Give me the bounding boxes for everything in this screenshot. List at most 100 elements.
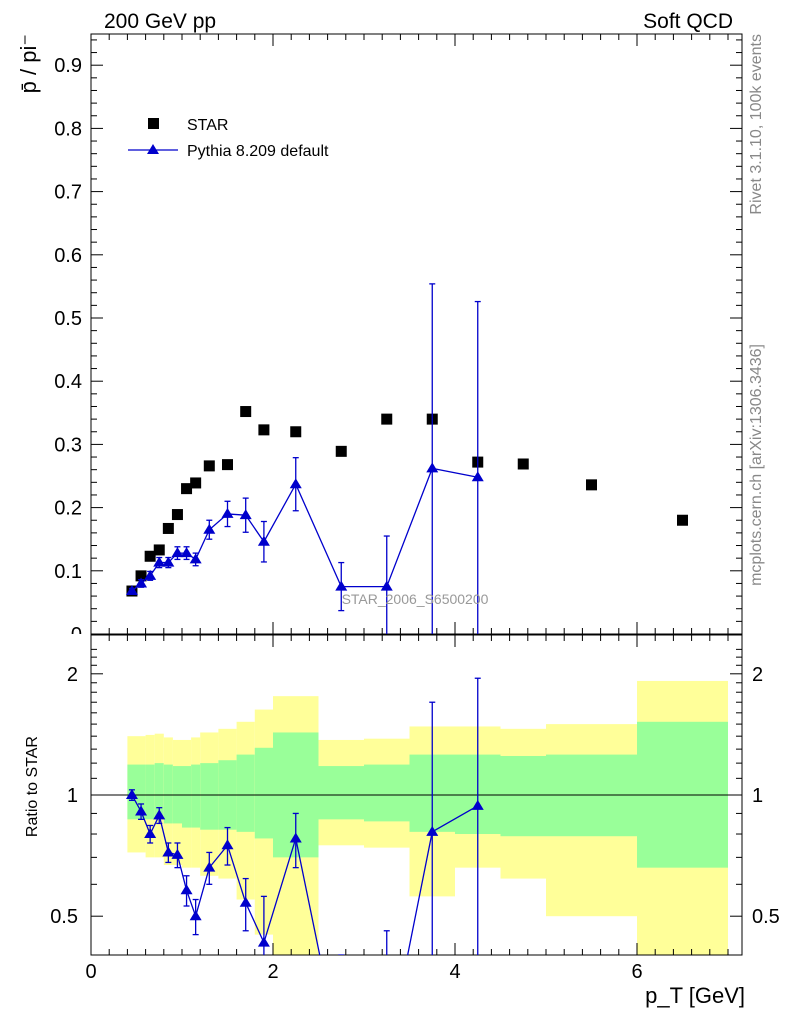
x-axis-label: p_T [GeV] [645,983,745,1008]
pythia-ratio-point [239,896,252,907]
star-data-point [335,445,347,457]
pythia-data-point [203,523,216,534]
main-y-axis-label: p̄ / pi⁻ [16,34,41,93]
pythia-ratio-point [257,936,270,947]
star-data-point [381,413,393,425]
main-y-tick-label: 0.6 [54,245,82,267]
x-tick-label: 0 [85,961,96,983]
legend-pythia-label: Pythia 8.209 default [187,143,329,160]
star-data-point [517,458,529,470]
pythia-data-point [162,556,175,567]
pythia-ratio-point [426,825,439,836]
ratio-band-inner [318,766,364,820]
star-data-point [162,522,174,534]
ratio-band-inner [136,764,146,820]
x-tick-label: 6 [631,961,642,983]
main-y-tick-label: 0.7 [54,182,82,204]
star-data-point [222,459,233,471]
main-plot-area [90,33,743,635]
rivet-label: Rivet 3.1.10, 100k events [748,34,765,215]
pythia-ratio-point [171,848,184,859]
ratio-band-inner [154,763,164,820]
x-tick-label: 2 [267,961,278,983]
main-panel-series [125,283,688,634]
main-y-tick-label: 0.2 [54,498,82,520]
pythia-data-point [471,471,484,482]
legend-star-label: STAR [187,117,228,134]
pythia-ratio-point [125,789,138,799]
star-data-point [586,479,597,491]
ratio-panel-series [125,677,484,955]
main-y-tick-label: 0.8 [54,118,82,140]
pythia-ratio-point [144,828,157,839]
pythia-data-point [289,478,302,489]
pythia-ratio-point [203,861,216,872]
analysis-watermark: STAR_2006_S6500200 [342,591,489,607]
pythia-data-point [135,577,148,588]
ratio-band-inner [145,764,155,820]
mcplots-label: mcplots.cern.ch [arXiv:1306.3436] [748,344,765,586]
main-y-tick-label: 0.4 [54,371,82,393]
ratio-uncertainty-bands [127,680,728,955]
pythia-data-point [180,547,193,558]
star-data-point [190,477,202,489]
x-tick-label: 4 [449,961,460,983]
pythia-ratio-point [471,799,484,810]
pythia-data-point [426,462,439,473]
ratio-y-tick-label-right: 1 [752,785,763,807]
star-data-point [171,509,183,521]
ratio-band-inner [364,764,410,822]
ratio-y-tick-label-right: 2 [752,664,763,686]
ratio-band-inner [236,754,255,832]
pythia-ratio-point [180,884,193,895]
pythia-data-point [153,556,166,567]
ratio-band-inner [200,763,219,830]
ratio-y-tick-label: 2 [67,664,78,686]
ratio-series-group [125,677,484,955]
pythia-ratio-point [289,832,302,843]
pythia-data-point [221,507,234,518]
ratio-y-tick-label: 1 [67,785,78,807]
ratio-band-inner [163,764,173,824]
main-y-tick-label: 0 [71,624,82,646]
pythia-data-point [380,580,393,591]
pythia-data-point [257,535,270,546]
energy-label: 200 GeV pp [104,10,216,33]
legend-star-marker [148,118,159,129]
pythia-data-point [189,553,202,564]
pythia-ratio-point [135,805,148,816]
main-y-tick-label: 0.9 [54,55,82,77]
ratio-band-inner [182,766,192,828]
star-data-point [153,544,165,556]
pythia-ratio-point [162,846,175,857]
star-data-point [258,424,270,436]
legend-pythia-marker [147,144,159,154]
star-data-point [240,406,252,418]
star-data-point [203,460,215,472]
main-y-tick-label: 0.1 [54,561,82,583]
main-y-tick-label: 0.3 [54,434,82,456]
pythia-data-point [144,569,157,580]
pythia-data-point [171,547,184,558]
pythia-data-point [239,509,252,520]
pythia-data-point [125,585,138,596]
ratio-y-tick-label: 0.5 [50,906,78,928]
legend: STAR Pythia 8.209 default [128,117,329,160]
category-label: Soft QCD [643,10,733,33]
pythia-ratio-point [153,809,166,820]
ratio-panel-frame: 0.5 0.5 1 1 2 2 0 2 4 6 [50,634,780,983]
star-data-point [135,570,147,582]
star-data-point [144,550,156,562]
star-data-point [290,426,302,438]
ratio-band-inner [254,747,273,839]
star-data-point [677,514,688,526]
star-data-point [181,483,193,495]
ratio-band-inner [191,764,201,828]
ratio-band-inner [500,755,546,837]
main-y-tick-label: 0.5 [54,308,82,330]
pythia-ratio-point [221,839,234,850]
ratio-y-axis-label: Ratio to STAR [24,736,41,837]
pythia-data-point [335,580,348,591]
ratio-y-tick-label-right: 0.5 [752,906,780,928]
